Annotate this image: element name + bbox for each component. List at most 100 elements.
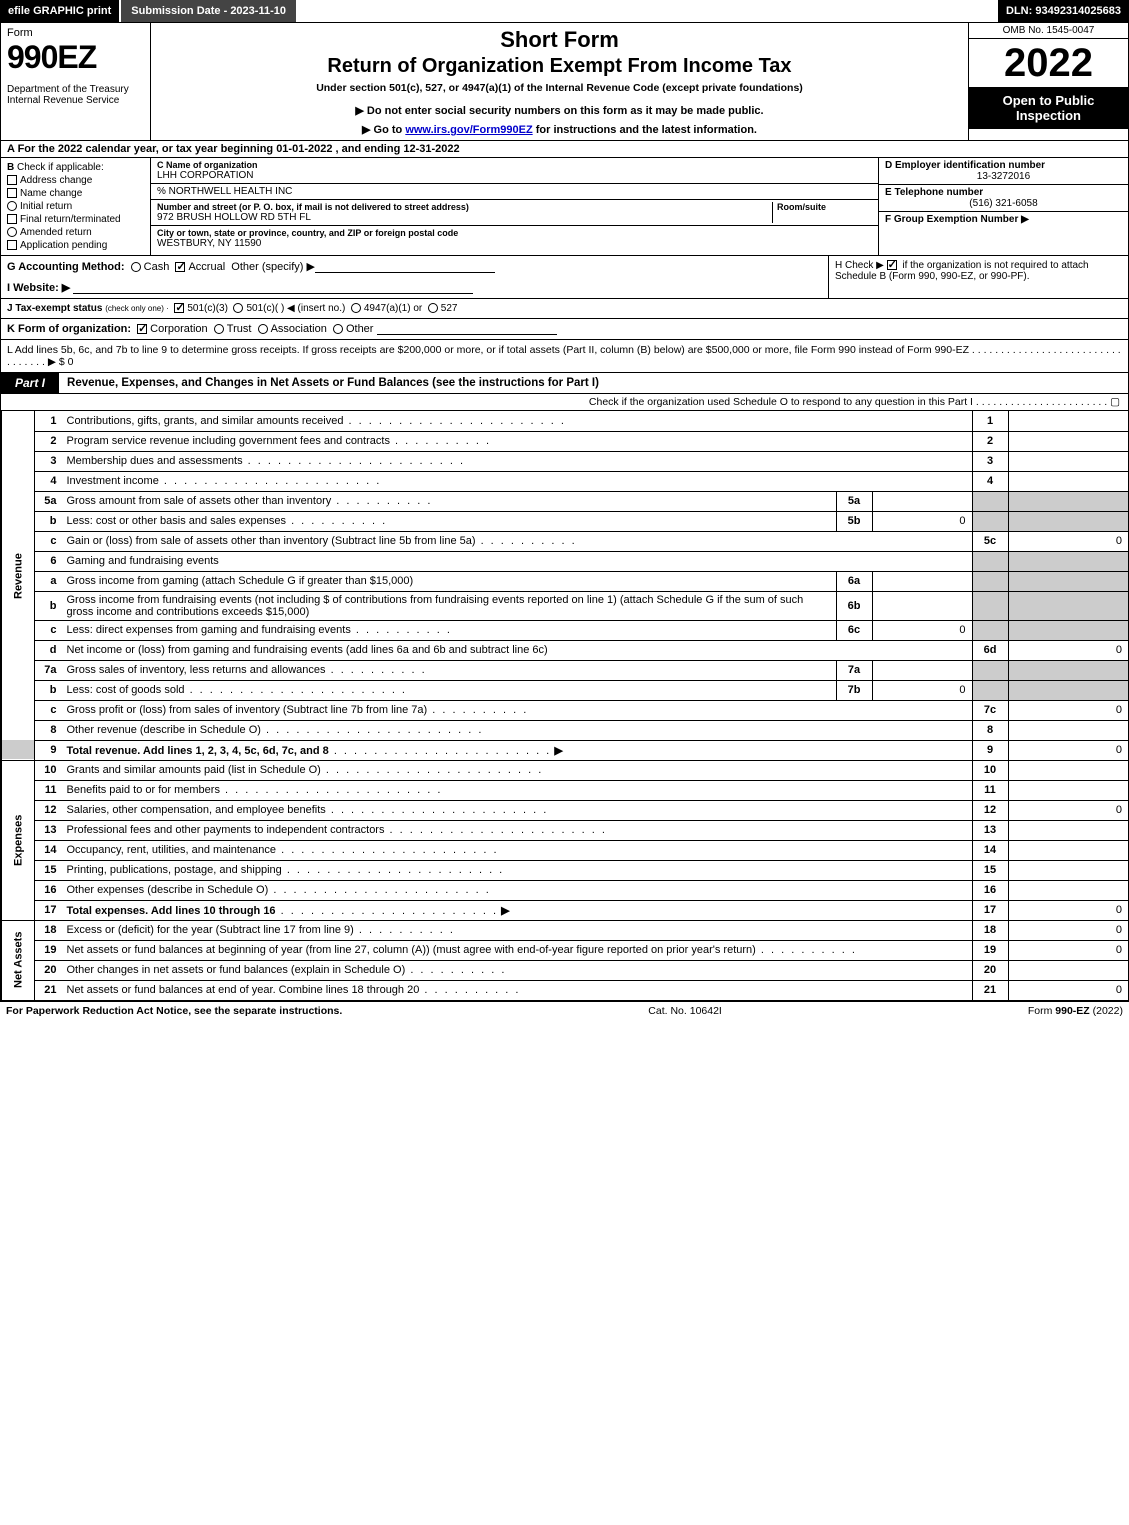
ein-label: D Employer identification number (885, 160, 1122, 171)
527-label: 527 (441, 303, 458, 314)
line-amt (1008, 820, 1128, 840)
trust-radio[interactable] (214, 324, 224, 334)
grey-cell (1008, 660, 1128, 680)
line-num: d (35, 640, 63, 660)
corp-check[interactable] (137, 324, 147, 334)
line-num: 18 (35, 920, 63, 940)
grey-cell (972, 620, 1008, 640)
section-l: L Add lines 5b, 6c, and 7b to line 9 to … (1, 340, 1128, 373)
opt-initial-return[interactable]: Initial return (7, 201, 144, 212)
line-num: 6 (35, 551, 63, 571)
line-num: c (35, 620, 63, 640)
sub-amt: 0 (872, 680, 972, 700)
group-label: F Group Exemption Number ▶ (885, 214, 1122, 225)
sections-g-h: G Accounting Method: Cash Accrual Other … (1, 256, 1128, 299)
section-c: C Name of organization LHH CORPORATION %… (151, 158, 878, 255)
line-box: 11 (972, 780, 1008, 800)
header-right: OMB No. 1545-0047 2022 Open to Public In… (968, 23, 1128, 140)
sections-b-c-d: B Check if applicable: Address change Na… (1, 158, 1128, 256)
line-desc: Other revenue (describe in Schedule O) (67, 724, 261, 736)
top-bar: efile GRAPHIC print Submission Date - 20… (0, 0, 1129, 22)
line-desc: Salaries, other compensation, and employ… (67, 804, 326, 816)
line-num: c (35, 700, 63, 720)
sub-amt (872, 491, 972, 511)
grey-cell (972, 511, 1008, 531)
assoc-radio[interactable] (258, 324, 268, 334)
short-form-title: Short Form (157, 27, 962, 53)
sub-amt: 0 (872, 620, 972, 640)
arrow-icon: ▶ (554, 745, 562, 757)
line-desc: Grants and similar amounts paid (list in… (67, 764, 321, 776)
section-a: A For the 2022 calendar year, or tax yea… (1, 141, 1128, 158)
opt-amended[interactable]: Amended return (7, 227, 144, 238)
line-amt (1008, 720, 1128, 740)
footer-left: For Paperwork Reduction Act Notice, see … (6, 1005, 342, 1017)
line-box: 5c (972, 531, 1008, 551)
org-name: LHH CORPORATION (157, 170, 872, 181)
under-section: Under section 501(c), 527, or 4947(a)(1)… (157, 82, 962, 94)
line-num: 10 (35, 760, 63, 780)
part-i-check: Check if the organization used Schedule … (1, 394, 1128, 411)
line-box: 15 (972, 860, 1008, 880)
opt-application-pending[interactable]: Application pending (7, 240, 144, 251)
grey-cell (1008, 491, 1128, 511)
line-num: 5a (35, 491, 63, 511)
footer-center: Cat. No. 10642I (648, 1005, 722, 1017)
501c3-check[interactable] (174, 303, 184, 313)
sub-box: 6c (836, 620, 872, 640)
line-amt (1008, 451, 1128, 471)
part-i-title: Revenue, Expenses, and Changes in Net As… (59, 375, 1128, 391)
h-prefix: H Check ▶ (835, 260, 887, 271)
line-box: 3 (972, 451, 1008, 471)
website-field[interactable] (73, 282, 473, 294)
page-footer: For Paperwork Reduction Act Notice, see … (0, 1002, 1129, 1020)
opt-final-return[interactable]: Final return/terminated (7, 214, 144, 225)
grey-cell (2, 740, 35, 760)
tax-year: 2022 (969, 39, 1128, 87)
footer-right-prefix: Form (1028, 1005, 1055, 1017)
opt-address-change[interactable]: Address change (7, 175, 144, 186)
section-a-text: A For the 2022 calendar year, or tax yea… (7, 143, 460, 155)
g-label: G Accounting Method: (7, 261, 125, 273)
sub-box: 6a (836, 571, 872, 591)
line-num: 15 (35, 860, 63, 880)
irs-link[interactable]: www.irs.gov/Form990EZ (405, 124, 532, 136)
dept-text: Department of the Treasury Internal Reve… (7, 84, 144, 106)
4947-radio[interactable] (351, 303, 361, 313)
line-num: 19 (35, 940, 63, 960)
efile-label[interactable]: efile GRAPHIC print (0, 0, 119, 22)
form-code: 990EZ (7, 39, 144, 76)
527-radio[interactable] (428, 303, 438, 313)
part-i-table: Revenue 1 Contributions, gifts, grants, … (1, 411, 1128, 1001)
cash-radio[interactable] (131, 262, 141, 272)
other-radio[interactable] (333, 324, 343, 334)
go-suffix: for instructions and the latest informat… (533, 124, 757, 136)
501c-radio[interactable] (233, 303, 243, 313)
other-specify-field[interactable] (315, 261, 495, 273)
accrual-check[interactable] (175, 262, 185, 272)
line-amt: 0 (1008, 740, 1128, 760)
line-box: 12 (972, 800, 1008, 820)
grey-cell (1008, 511, 1128, 531)
line-num: 20 (35, 960, 63, 980)
line-num: 11 (35, 780, 63, 800)
section-g: G Accounting Method: Cash Accrual Other … (7, 260, 822, 273)
trust-label: Trust (227, 323, 252, 335)
line-desc: Benefits paid to or for members (67, 784, 220, 796)
line-amt: 0 (1008, 800, 1128, 820)
opt-name-change[interactable]: Name change (7, 188, 144, 199)
line-amt: 0 (1008, 700, 1128, 720)
grey-cell (1008, 620, 1128, 640)
line-amt: 0 (1008, 920, 1128, 940)
line-amt: 0 (1008, 940, 1128, 960)
h-check[interactable] (887, 260, 897, 270)
line-desc: Membership dues and assessments (67, 455, 243, 467)
grey-cell (972, 491, 1008, 511)
other-org-field[interactable] (377, 323, 557, 335)
corp-label: Corporation (150, 323, 207, 335)
line-num: 1 (35, 411, 63, 431)
line-amt (1008, 840, 1128, 860)
j-sub: (check only one) · (105, 304, 169, 313)
line-num: 3 (35, 451, 63, 471)
section-h: H Check ▶ if the organization is not req… (828, 256, 1128, 298)
